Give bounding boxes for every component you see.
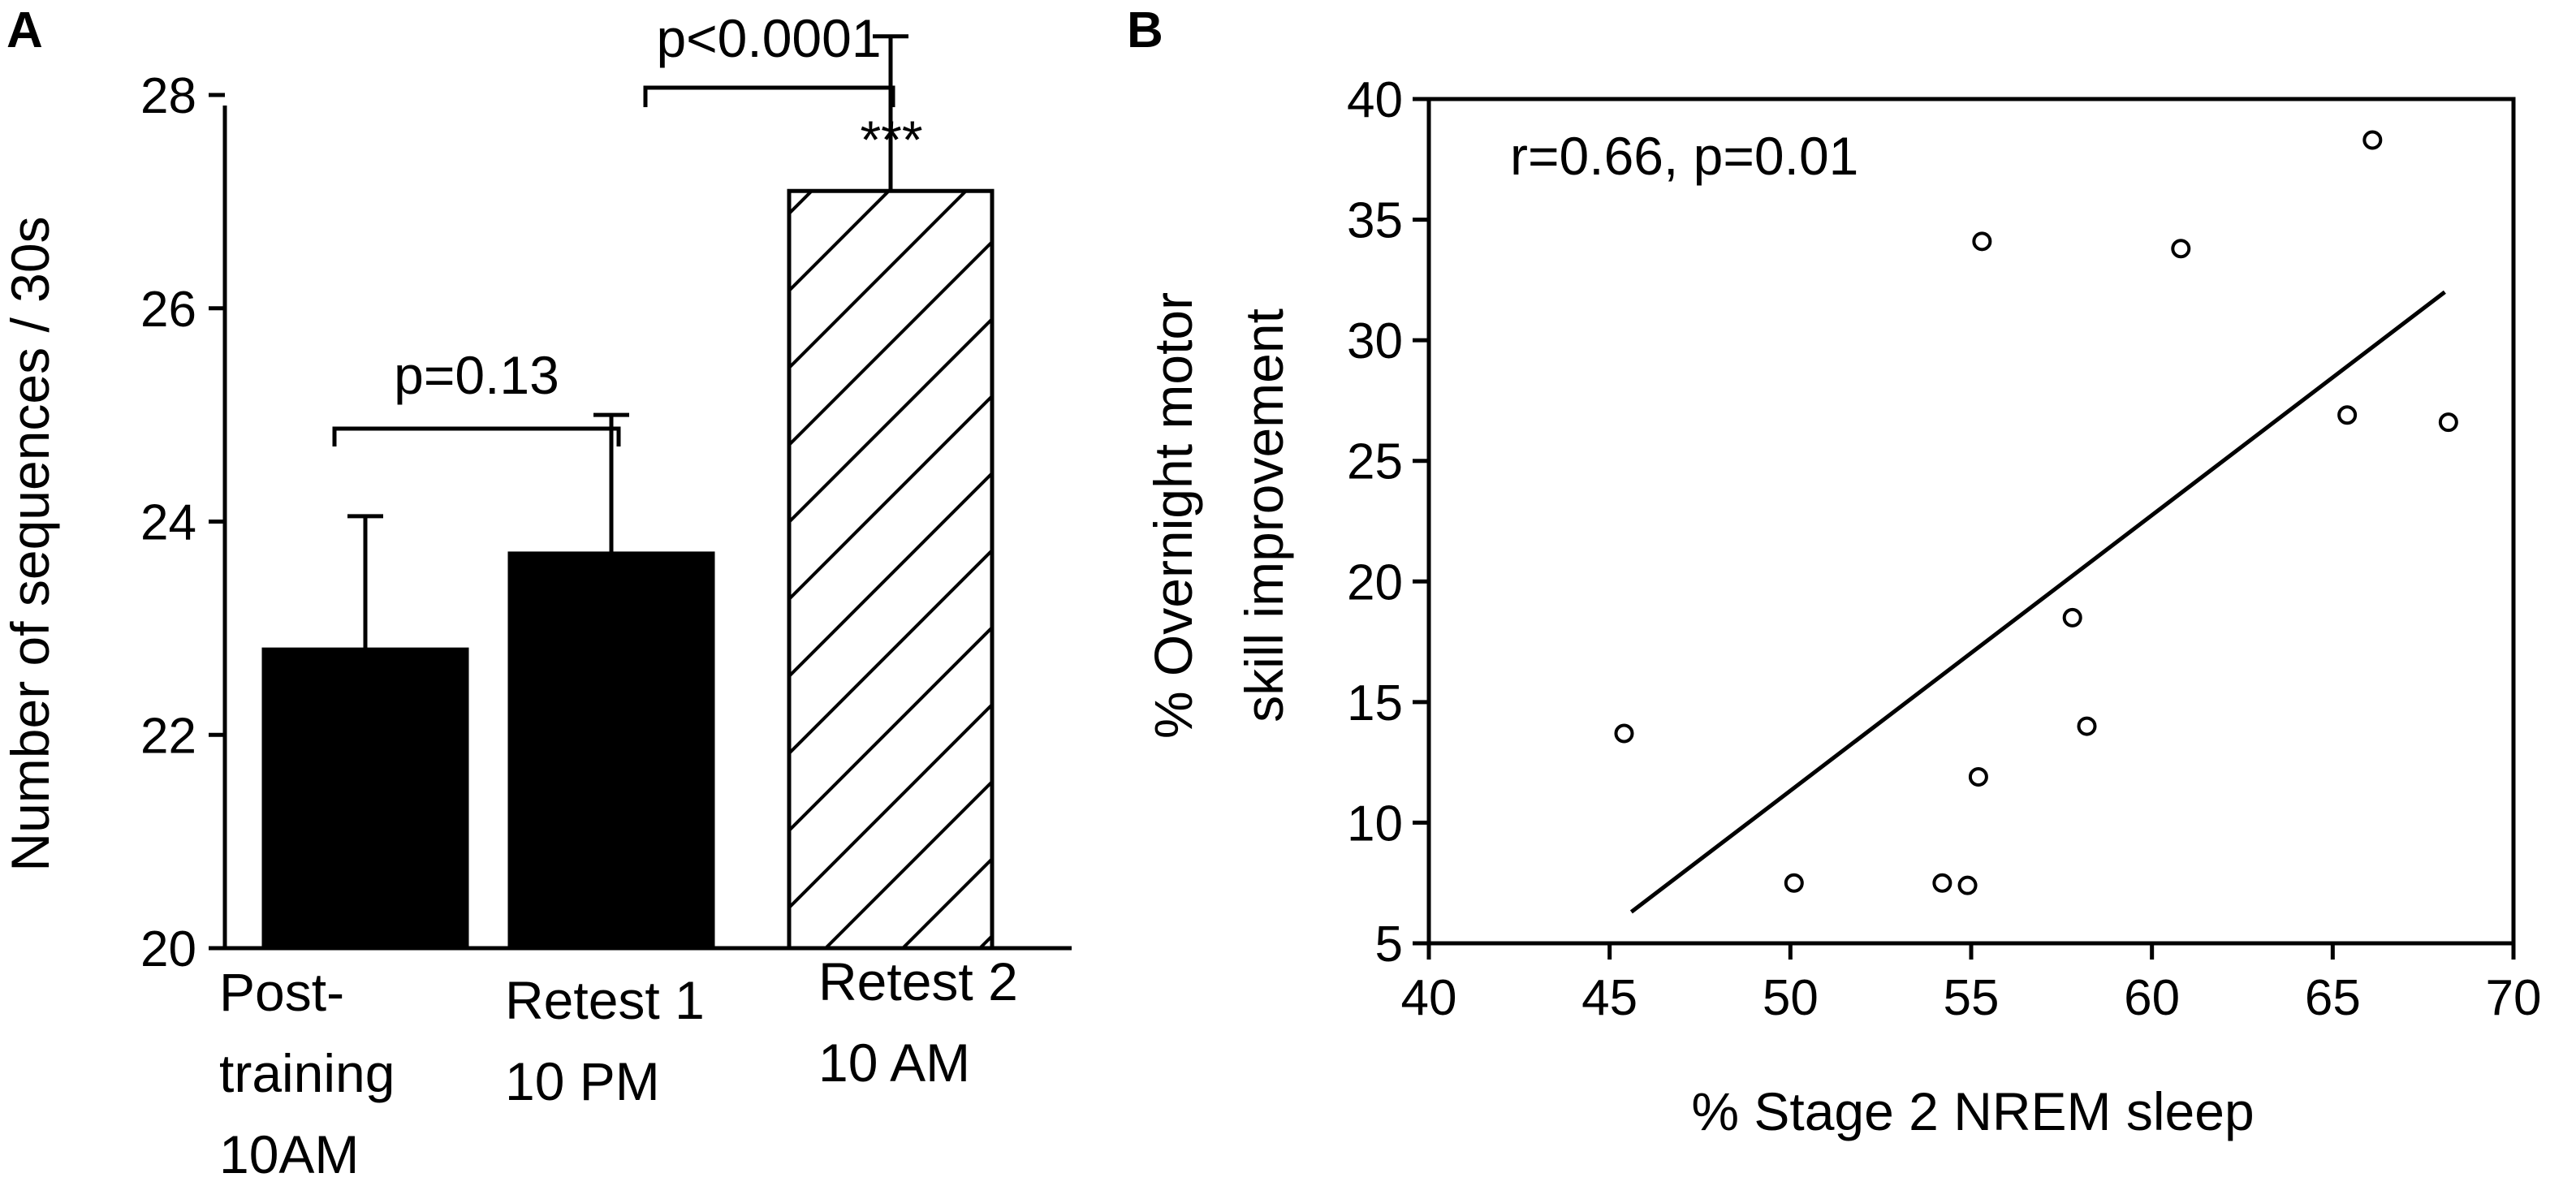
panel-b-x-tick-label: 50 bbox=[1763, 970, 1819, 1026]
panel-a-category-label: Retest 2 bbox=[818, 951, 1018, 1011]
panel-b-point bbox=[1968, 766, 1988, 787]
panel-a-y-axis-title: Number of sequences / 30s bbox=[0, 216, 60, 871]
panel-a-category-label: Post- bbox=[219, 962, 344, 1022]
panel-a-bracket-2 bbox=[643, 85, 895, 107]
panel-a-bar bbox=[261, 647, 469, 951]
panel-a-y-tick-label: 26 bbox=[140, 282, 196, 338]
panel-b-y-ticks: 5 10 15 20 25 30 35 40 bbox=[1347, 72, 1429, 973]
panel-a-y-ticks: 20 22 24 26 28 bbox=[140, 68, 225, 977]
panel-b-y-axis-title-line-2: skill improvement bbox=[1234, 308, 1294, 722]
panel-b-point bbox=[1784, 873, 1804, 893]
panel-a-y-tick-label: 28 bbox=[140, 68, 196, 124]
panel-b-point bbox=[1932, 873, 1952, 893]
panel-b-point bbox=[1972, 231, 1992, 252]
panel-b-x-tick-label: 70 bbox=[2486, 970, 2542, 1026]
panel-a-p-value-2: p<0.0001 bbox=[656, 8, 881, 68]
panel-b-y-tick-label: 40 bbox=[1347, 72, 1403, 128]
panel-b-x-tick-label: 40 bbox=[1401, 970, 1457, 1026]
panel-b-y-tick-label: 10 bbox=[1347, 796, 1403, 852]
panel-b-x-axis-title: % Stage 2 NREM sleep bbox=[1691, 1081, 2254, 1141]
panel-b-y-axis-title-line-1: % Overnight motor bbox=[1143, 292, 1203, 739]
panel-b-point bbox=[2062, 607, 2082, 628]
panel-a-y-tick-label: 24 bbox=[140, 495, 196, 551]
panel-a: A Number of sequences / 30s 20 22 24 26 28 P… bbox=[0, 2, 1072, 1184]
panel-a-y-tick-label: 20 bbox=[140, 921, 196, 977]
panel-a-bracket-1 bbox=[332, 426, 621, 446]
panel-a-category-label: training bbox=[219, 1043, 395, 1103]
panel-b-y-tick-label: 30 bbox=[1347, 313, 1403, 369]
panel-b-x-tick-label: 45 bbox=[1581, 970, 1638, 1026]
panel-b-y-tick-label: 25 bbox=[1347, 434, 1403, 490]
panel-b-correlation-label: r=0.66, p=0.01 bbox=[1510, 126, 1858, 186]
panel-b-point bbox=[2077, 716, 2097, 736]
panel-a-category-label: 10 AM bbox=[818, 1033, 970, 1093]
panel-b: B % Overnight motor skill improvement % … bbox=[1127, 2, 2541, 1141]
panel-b-y-tick-label: 5 bbox=[1375, 917, 1403, 973]
panel-b-point bbox=[2362, 130, 2383, 150]
panel-a-category-label: 10 PM bbox=[505, 1051, 660, 1111]
panel-b-point bbox=[2438, 412, 2458, 433]
panel-b-points bbox=[1614, 130, 2458, 895]
panel-b-plot-frame bbox=[1426, 97, 2516, 946]
panel-b-point bbox=[2337, 405, 2358, 425]
panel-a-bars bbox=[261, 34, 995, 951]
panel-b-letter: B bbox=[1127, 2, 1163, 58]
panel-a-significance-stars: *** bbox=[860, 110, 922, 170]
panel-b-fit-line bbox=[1629, 290, 2446, 914]
panel-a-category-label: 10AM bbox=[219, 1124, 359, 1184]
panel-b-y-tick-label: 15 bbox=[1347, 675, 1403, 731]
panel-a-bar bbox=[787, 188, 995, 951]
panel-b-point bbox=[1614, 723, 1634, 744]
panel-b-y-tick-label: 35 bbox=[1347, 193, 1403, 249]
panel-b-y-tick-label: 20 bbox=[1347, 554, 1403, 610]
panel-b-fit-line-group bbox=[1629, 290, 2446, 914]
panel-a-p-value-1: p=0.13 bbox=[394, 345, 559, 405]
panel-b-x-tick-label: 60 bbox=[2124, 970, 2180, 1026]
panel-b-point bbox=[2171, 239, 2191, 259]
panel-a-category-labels: Post-training 10AM Retest 1 10 PM Retest 2 10… bbox=[219, 951, 1018, 1184]
panel-b-point bbox=[1957, 875, 1978, 895]
panel-b-x-ticks: 40 45 50 55 60 65 70 bbox=[1401, 943, 2542, 1026]
panel-a-letter: A bbox=[6, 2, 43, 58]
panel-a-category-label: Retest 1 bbox=[505, 970, 705, 1030]
panel-a-y-tick-label: 22 bbox=[140, 708, 196, 764]
panel-b-x-tick-label: 65 bbox=[2305, 970, 2361, 1026]
panel-b-x-tick-label: 55 bbox=[1944, 970, 2000, 1026]
panel-a-bar bbox=[507, 551, 715, 951]
